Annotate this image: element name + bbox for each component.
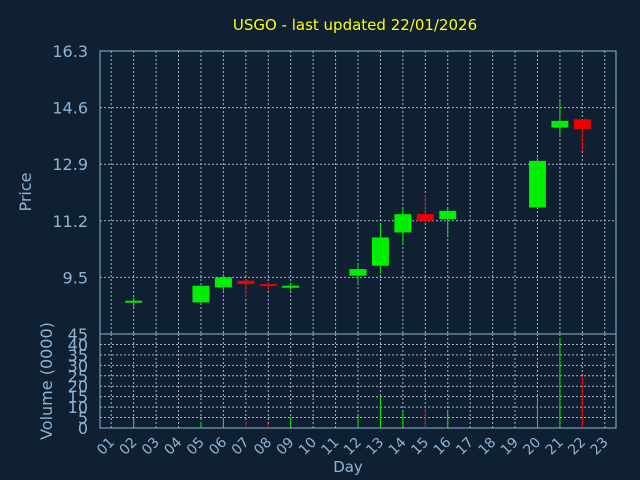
volume-tick-label: 35	[68, 346, 88, 365]
volume-tick-label: 10	[68, 398, 88, 417]
candle	[349, 264, 367, 285]
price-tick-label: 14.6	[52, 99, 88, 118]
x-tick-label: 19	[498, 435, 522, 459]
volume-axis-label: Volume (0000)	[37, 322, 56, 440]
x-tick-label: 02	[117, 435, 141, 459]
candle-body	[371, 237, 389, 266]
volume-tick-label: 5	[78, 409, 88, 428]
candle-body	[551, 120, 569, 128]
x-tick-label: 11	[318, 435, 342, 459]
volume-tick-label: 30	[68, 356, 88, 375]
candle-body	[125, 300, 143, 303]
volume-tick-label: 40	[68, 335, 88, 354]
x-tick-label: 07	[229, 435, 253, 459]
x-tick-label: 08	[251, 435, 275, 459]
price-axis-label: Price	[16, 172, 35, 211]
candle-body	[528, 160, 546, 208]
x-tick-label: 04	[161, 434, 185, 458]
x-tick-label: 05	[184, 435, 208, 459]
x-tick-label: 17	[453, 435, 477, 459]
price-tick-label: 16.3	[52, 42, 88, 61]
volume-tick-label: 0	[78, 419, 88, 438]
x-tick-label: 06	[206, 434, 230, 458]
price-tick-label: 9.5	[63, 268, 88, 287]
volume-tick-label: 45	[68, 325, 88, 344]
price-axis-ticks: 9.5 11.2 12.9 14.6 16.3	[52, 42, 88, 287]
candle	[125, 297, 143, 308]
candle	[237, 279, 255, 298]
x-tick-label: 20	[520, 435, 544, 459]
candle	[439, 207, 457, 238]
candle-body	[214, 277, 232, 288]
candle-body	[349, 269, 367, 276]
x-tick-label: 18	[476, 435, 500, 459]
candle-body	[282, 285, 300, 288]
candle	[528, 157, 546, 208]
candle-body	[573, 119, 591, 130]
candle	[214, 274, 232, 291]
chart-title: USGO - last updated 22/01/2026	[233, 16, 477, 34]
candle-body	[237, 280, 255, 285]
price-tick-label: 12.9	[52, 155, 88, 174]
x-tick-label: 01	[94, 435, 118, 459]
volume-tick-label: 15	[68, 388, 88, 407]
candle	[394, 207, 412, 245]
candle	[282, 282, 300, 291]
price-tick-label: 11.2	[52, 212, 88, 231]
candle	[551, 100, 569, 136]
x-tick-label: 14	[386, 434, 410, 458]
volume-tick-label: 20	[68, 377, 88, 396]
x-tick-label: 13	[363, 435, 387, 459]
x-tick-label: 16	[431, 434, 455, 458]
candles	[125, 100, 591, 308]
candle-body	[394, 214, 412, 233]
candle-body	[416, 214, 434, 221]
x-axis-ticks: 0102030405060708091011121314151617181920…	[94, 434, 611, 458]
volume-plot-frame	[99, 333, 617, 429]
x-tick-label: 10	[296, 435, 320, 459]
candle-body	[192, 285, 210, 303]
volume-tick-label: 25	[68, 367, 88, 386]
candle	[371, 224, 389, 275]
x-tick-label: 23	[588, 435, 612, 459]
x-axis-label: Day	[333, 458, 363, 476]
x-tick-label: 15	[408, 435, 432, 459]
candle-body	[439, 210, 457, 220]
candle	[259, 282, 277, 291]
volume-grid	[100, 334, 616, 428]
candle-body	[259, 284, 277, 287]
x-tick-label: 12	[341, 435, 365, 459]
x-tick-label: 09	[274, 435, 298, 459]
candle	[573, 119, 591, 151]
x-tick-label: 22	[565, 435, 589, 459]
candle	[192, 285, 210, 305]
x-tick-label: 03	[139, 435, 163, 459]
candle	[416, 194, 434, 221]
volume-bars	[133, 338, 583, 428]
x-tick-label: 21	[543, 435, 567, 459]
